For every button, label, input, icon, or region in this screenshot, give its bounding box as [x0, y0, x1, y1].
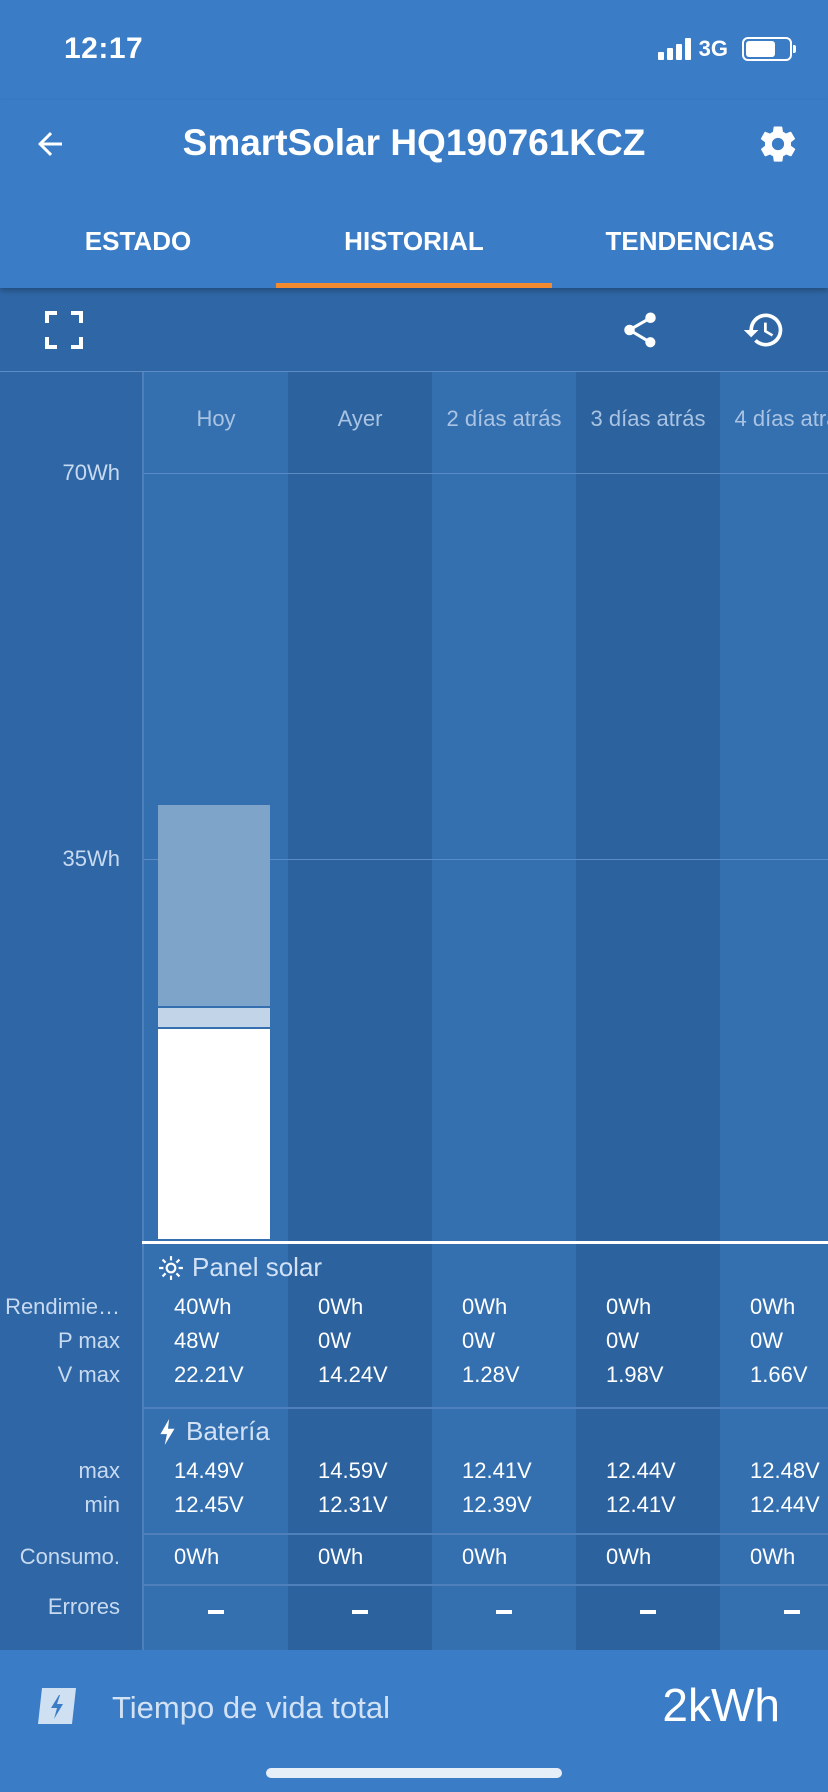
table-cell: 12.41V: [606, 1492, 676, 1517]
status-time: 12:17: [64, 32, 144, 65]
chart-baseline: [142, 1241, 828, 1244]
error-dash: [496, 1610, 512, 1614]
chart-column[interactable]: [288, 372, 432, 1650]
sun-icon: [159, 1255, 183, 1280]
chart-column[interactable]: [576, 372, 720, 1650]
table-cell: 0Wh: [462, 1544, 508, 1569]
bar-segment-bulk: [158, 1029, 270, 1239]
section-divider: [142, 1407, 828, 1409]
table-cell: 1.66V: [750, 1362, 808, 1387]
table-cell: 0Wh: [750, 1294, 796, 1319]
table-cell: 1.28V: [462, 1362, 520, 1387]
table-cell: 0W: [462, 1328, 495, 1353]
battery-icon: [742, 37, 796, 61]
arrow-left-icon: [38, 132, 62, 156]
chart-column[interactable]: [720, 372, 828, 1650]
x-tick-label: 3 días atrás: [590, 406, 706, 431]
table-cell: 12.44V: [750, 1492, 820, 1517]
section-divider: [142, 1533, 828, 1535]
table-cell: 14.59V: [318, 1458, 388, 1483]
page-title: SmartSolar HQ190761KCZ: [182, 122, 646, 163]
row-label: Errores: [47, 1594, 120, 1619]
row-label: max: [78, 1458, 120, 1483]
table-cell: 40Wh: [174, 1294, 232, 1319]
table-cell: 12.45V: [174, 1492, 244, 1517]
table-cell: 12.48V: [750, 1458, 820, 1483]
fullscreen-button[interactable]: [40, 306, 88, 354]
bateria-title: Batería: [158, 1416, 270, 1447]
table-cell: 0Wh: [750, 1544, 796, 1569]
lifetime-label: Tiempo de vida total: [112, 1690, 391, 1725]
y-tick-label: 70Wh: [62, 460, 120, 485]
x-tick-label: Ayer: [337, 406, 383, 431]
row-label: Consumo.: [19, 1544, 120, 1569]
network-type: 3G: [698, 36, 728, 61]
table-cell: 0Wh: [174, 1544, 220, 1569]
panel-solar-title: Panel solar: [158, 1252, 322, 1283]
history-icon: [743, 313, 783, 347]
x-tick-label: Hoy: [196, 406, 236, 431]
table-cell: 14.24V: [318, 1362, 388, 1387]
status-indicators: 3G: [657, 36, 796, 62]
lifetime-footer: Tiempo de vida total 2kWh: [0, 1650, 828, 1792]
bolt-icon: [160, 1418, 175, 1445]
panel-solar-label: Panel solar: [192, 1252, 323, 1282]
row-label: min: [84, 1492, 120, 1517]
gridline: [144, 473, 828, 474]
bar-segment-absorption: [158, 805, 270, 1007]
table-cell: 0W: [318, 1328, 351, 1353]
status-bar: 12:17 3G: [0, 0, 828, 100]
table-cell: 0Wh: [318, 1294, 364, 1319]
table-cell: 48W: [174, 1328, 220, 1353]
table-cell: 12.44V: [606, 1458, 676, 1483]
solar-panel-icon: [38, 1688, 76, 1724]
table-cell: 0Wh: [318, 1544, 364, 1569]
chart-column[interactable]: [432, 372, 576, 1650]
error-dash: [784, 1610, 800, 1614]
row-label: Rendimie…: [5, 1294, 120, 1319]
y-tick-label: 35Wh: [62, 846, 120, 871]
table-cell: 1.98V: [606, 1362, 664, 1387]
error-dash: [208, 1610, 224, 1614]
tab-tendencias[interactable]: TENDENCIAS: [605, 226, 775, 256]
gear-icon: [760, 126, 796, 162]
bar-segment-float: [158, 1008, 270, 1028]
share-icon: [624, 312, 656, 348]
table-cell: 0Wh: [462, 1294, 508, 1319]
table-cell: 0W: [750, 1328, 783, 1353]
x-tick-label: 4 días atrás: [734, 406, 828, 431]
history-button[interactable]: [740, 306, 788, 354]
table-cell: 0Wh: [606, 1544, 652, 1569]
share-button[interactable]: [616, 306, 664, 354]
bateria-label: Batería: [186, 1416, 270, 1446]
table-cell: 12.31V: [318, 1492, 388, 1517]
lifetime-value: 2kWh: [662, 1679, 780, 1731]
table-cell: 22.21V: [174, 1362, 244, 1387]
table-cell: 0Wh: [606, 1294, 652, 1319]
history-toolbar: [0, 288, 828, 372]
settings-button[interactable]: [754, 120, 802, 168]
back-button[interactable]: [26, 120, 74, 168]
error-dash: [640, 1610, 656, 1614]
table-cell: 12.39V: [462, 1492, 532, 1517]
error-dash: [352, 1610, 368, 1614]
x-tick-label: 2 días atrás: [446, 406, 562, 431]
app-bar: SmartSolar HQ190761KCZ ESTADO HISTORIAL …: [0, 100, 828, 288]
history-chart: Hoy Ayer 2 días atrás 3 días atrás 4 días at…: [0, 372, 828, 1650]
table-cell: 14.49V: [174, 1458, 244, 1483]
gridline: [144, 859, 828, 860]
signal-icon: [657, 38, 691, 60]
table-cell: 0W: [606, 1328, 639, 1353]
tab-historial[interactable]: HISTORIAL: [276, 200, 552, 288]
fullscreen-icon: [45, 311, 83, 349]
row-label: V max: [57, 1362, 120, 1387]
tab-estado[interactable]: ESTADO: [84, 226, 192, 256]
table-cell: 12.41V: [462, 1458, 532, 1483]
tab-bar: ESTADO HISTORIAL TENDENCIAS: [0, 200, 828, 288]
section-divider: [142, 1584, 828, 1586]
row-label: P max: [58, 1328, 120, 1353]
y-axis: [142, 372, 144, 1650]
home-indicator: [266, 1768, 562, 1778]
